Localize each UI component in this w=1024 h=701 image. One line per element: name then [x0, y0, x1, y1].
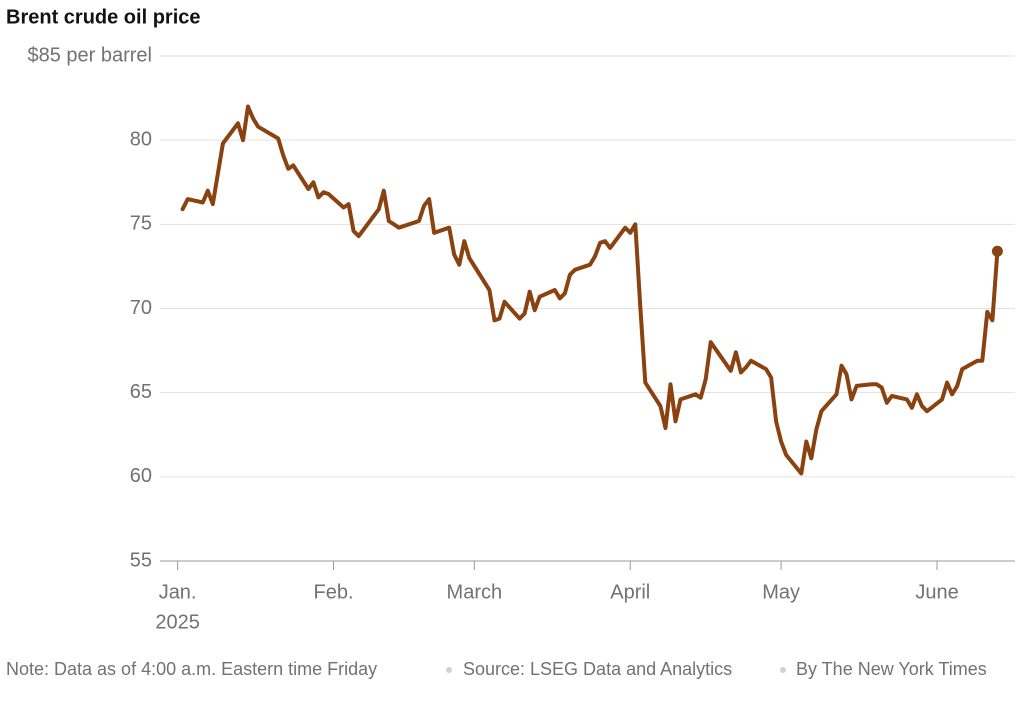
separator: [780, 667, 786, 673]
credit: By The New York Times: [796, 659, 987, 679]
x-tick-label: April: [610, 581, 650, 603]
y-tick-label: 60: [130, 465, 152, 487]
x-tick-label: May: [762, 581, 800, 603]
y-tick-label: 70: [130, 297, 152, 319]
x-tick-sublabel: 2025: [155, 611, 200, 633]
end-marker: [991, 245, 1003, 257]
x-tick-label: March: [447, 581, 503, 603]
price-line: [180, 104, 1000, 476]
separator: [446, 667, 452, 673]
y-tick-label: 65: [130, 381, 152, 403]
source: Source: LSEG Data and Analytics: [463, 659, 732, 679]
x-tick-label: June: [915, 581, 958, 603]
y-tick-label: 75: [130, 213, 152, 235]
y-tick-label: 80: [130, 128, 152, 150]
x-tick-label: Feb.: [313, 581, 353, 603]
note: Note: Data as of 4:00 a.m. Eastern time …: [6, 659, 377, 679]
chart-title: Brent crude oil price: [6, 6, 201, 28]
y-tick-label: $85 per barrel: [27, 44, 152, 66]
x-tick-label: Jan.: [159, 581, 197, 603]
y-tick-label: 55: [130, 549, 152, 571]
